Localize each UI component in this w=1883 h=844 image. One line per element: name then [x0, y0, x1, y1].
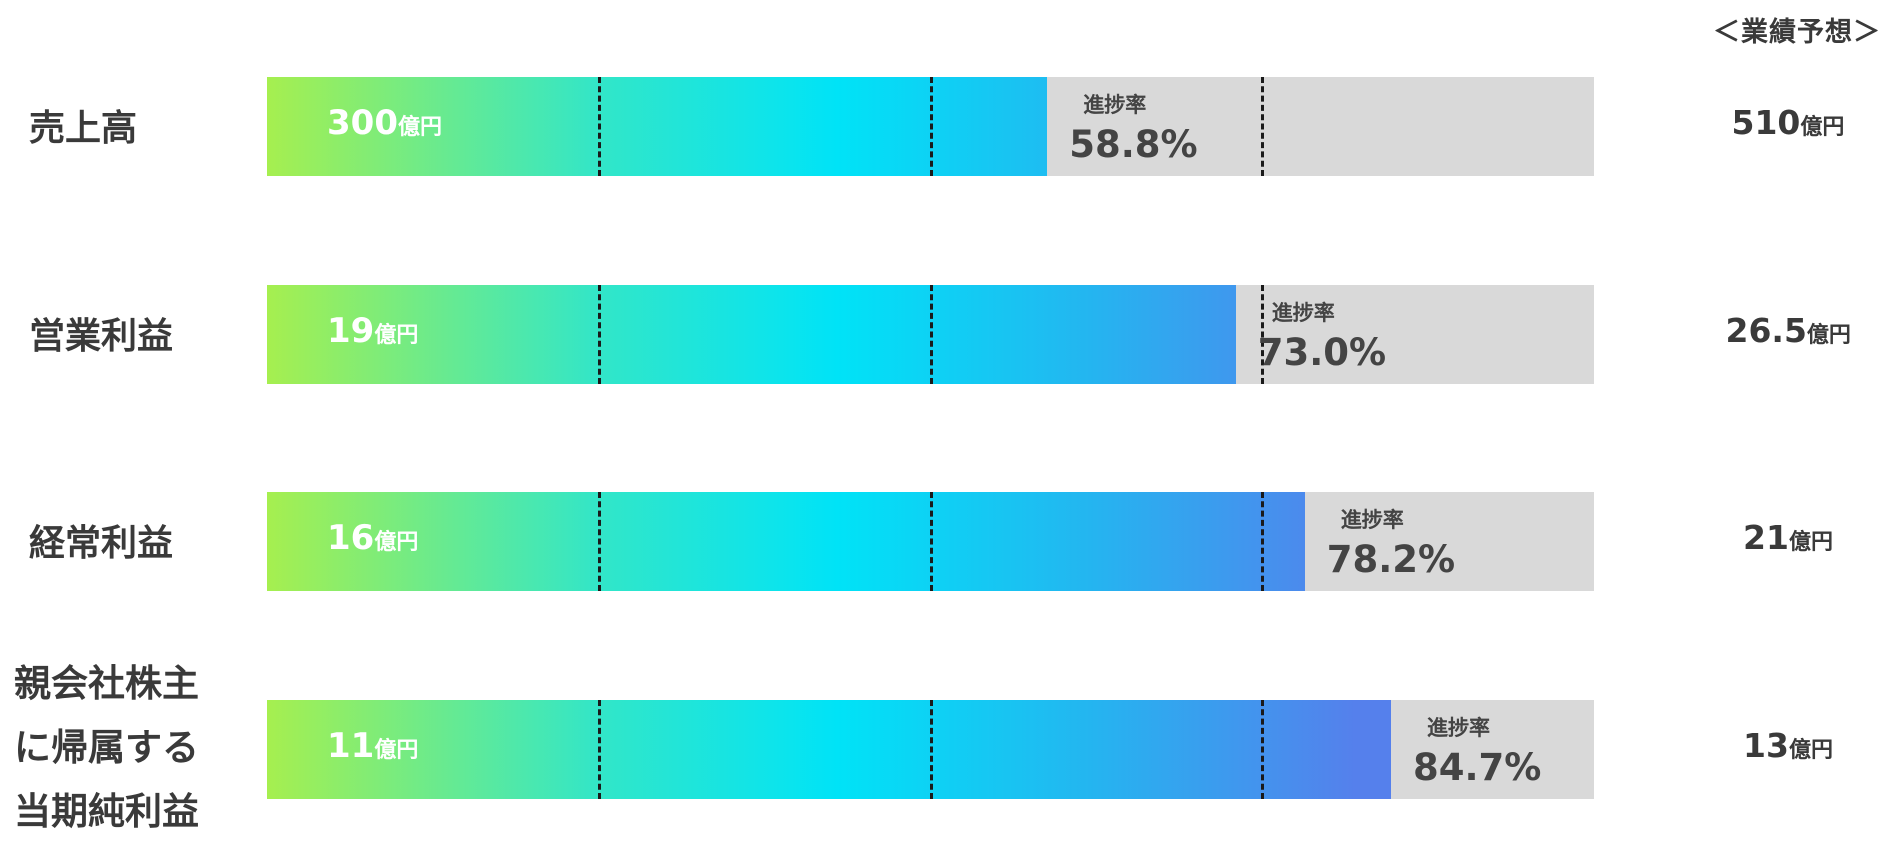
quarter-divider	[597, 700, 601, 799]
row-label: 親会社株主に帰属する当期純利益	[14, 652, 199, 844]
bar-gradient	[267, 492, 1305, 591]
forecast-value: 510億円	[1732, 103, 1845, 142]
progress-value: 73.0%	[1257, 331, 1387, 374]
quarter-divider	[597, 285, 601, 384]
progress-indicator: 進捗率 78.2%	[1327, 504, 1455, 581]
forecast-value: 21億円	[1743, 518, 1833, 557]
actual-value: 16億円	[327, 518, 418, 558]
actual-number: 16	[327, 517, 375, 558]
progress-value: 84.7%	[1412, 746, 1542, 789]
actual-unit: 億円	[374, 322, 419, 348]
actual-unit: 億円	[374, 529, 419, 555]
forecast-number: 21	[1743, 517, 1789, 557]
actual-unit: 億円	[397, 114, 442, 140]
row-label-line: 経常利益	[29, 522, 174, 564]
progress-label: 進捗率	[1083, 93, 1147, 117]
forecast-unit: 億円	[1800, 114, 1845, 140]
actual-number: 19	[327, 310, 375, 351]
quarter-divider	[929, 492, 933, 591]
row-label-line: 営業利益	[29, 315, 174, 357]
quarter-divider	[929, 700, 933, 799]
forecast-number: 26.5	[1725, 310, 1807, 350]
bar-track	[267, 700, 1594, 799]
actual-number: 11	[327, 725, 375, 766]
bar-fill	[267, 492, 1305, 591]
quarter-divider	[1261, 492, 1265, 591]
row-label-line: 当期純利益	[14, 789, 199, 833]
row-label: 売上高	[29, 99, 137, 151]
progress-value: 58.8%	[1069, 123, 1198, 166]
actual-unit: 億円	[374, 737, 419, 763]
forecast-value: 13億円	[1743, 726, 1833, 765]
row-label: 営業利益	[29, 307, 173, 359]
forecast-unit: 億円	[1788, 529, 1833, 555]
bar-track	[267, 285, 1594, 384]
quarter-divider	[1261, 285, 1265, 384]
progress-label: 進捗率	[1340, 508, 1404, 532]
quarter-divider	[597, 77, 601, 176]
progress-label: 進捗率	[1426, 716, 1490, 740]
bar-gradient	[267, 700, 1391, 799]
bar-fill	[267, 285, 1236, 384]
forecast-value: 26.5億円	[1726, 311, 1851, 350]
quarter-divider	[929, 285, 933, 384]
row-label-line: 親会社株主	[14, 661, 199, 705]
actual-value: 19億円	[327, 311, 418, 351]
quarter-divider	[929, 77, 933, 176]
progress-indicator: 進捗率 58.8%	[1069, 89, 1197, 166]
progress-value: 78.2%	[1326, 538, 1456, 581]
bar-fill	[267, 700, 1391, 799]
forecast-header: ＜業績予想＞	[1713, 17, 1881, 48]
forecast-unit: 億円	[1788, 737, 1833, 763]
quarter-divider	[597, 492, 601, 591]
forecast-unit: 億円	[1806, 322, 1851, 348]
bar-track	[267, 492, 1594, 591]
forecast-number: 13	[1743, 725, 1789, 765]
actual-value: 11億円	[327, 726, 418, 766]
forecast-number: 510	[1731, 102, 1801, 142]
quarter-divider	[1261, 77, 1265, 176]
row-label: 経常利益	[29, 514, 173, 566]
quarter-divider	[1261, 700, 1265, 799]
bar-track	[267, 77, 1594, 176]
bar-fill	[267, 77, 1048, 176]
row-label-line: 売上高	[29, 107, 138, 149]
progress-indicator: 進捗率 73.0%	[1258, 297, 1386, 374]
progress-label: 進捗率	[1271, 301, 1335, 325]
actual-number: 300	[327, 102, 398, 143]
bar-gradient	[267, 77, 1048, 176]
row-label-line: に帰属する	[14, 725, 199, 769]
bar-gradient	[267, 285, 1236, 384]
progress-indicator: 進捗率 84.7%	[1413, 712, 1541, 789]
actual-value: 300億円	[327, 103, 442, 143]
